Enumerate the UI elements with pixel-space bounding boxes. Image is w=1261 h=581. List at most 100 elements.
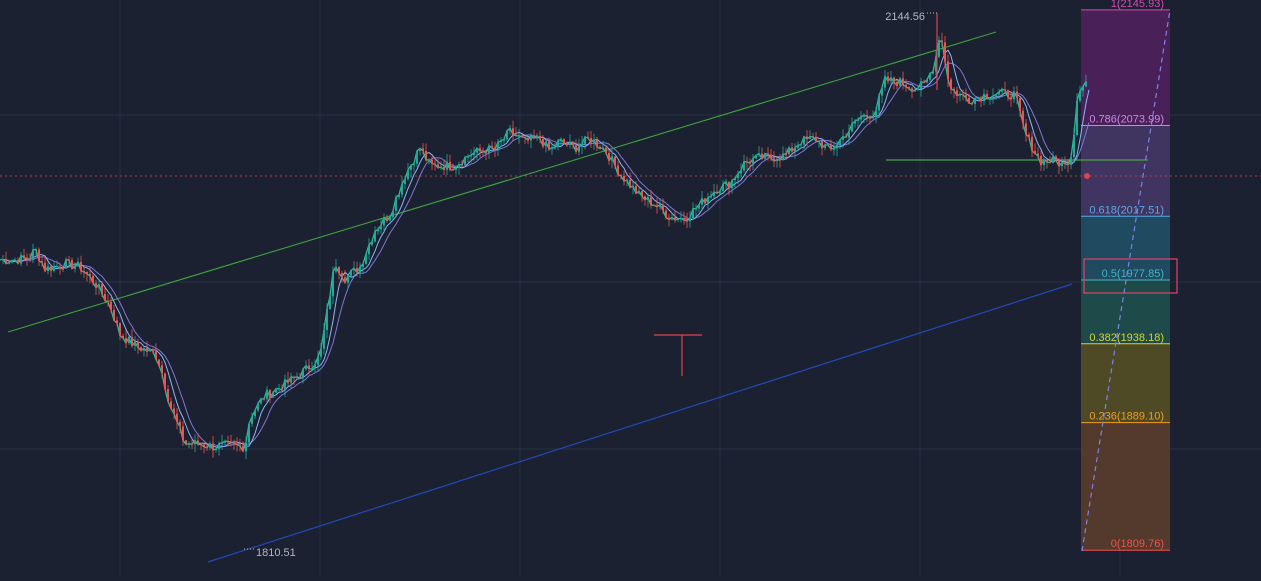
fib-trend-line[interactable] [1081, 9, 1171, 552]
candle-body [80, 262, 82, 271]
candle-body [260, 398, 262, 404]
candle-body [728, 181, 730, 189]
candle-body [674, 217, 676, 221]
fib-zone[interactable] [1081, 125, 1170, 217]
candle-body [716, 191, 718, 194]
candle-body [605, 147, 607, 153]
candle-body [443, 166, 445, 170]
candle-body [257, 403, 259, 411]
candle-body [497, 142, 499, 150]
candle-body [635, 185, 637, 194]
fib-zone[interactable] [1081, 280, 1170, 344]
candle-body [401, 183, 403, 195]
candle-body [554, 147, 556, 149]
candle-body [953, 88, 955, 91]
channel-lower-line[interactable] [207, 283, 1073, 563]
candle-body [119, 323, 121, 336]
candle-body [845, 136, 847, 138]
candle-body [875, 110, 877, 117]
fib-zone[interactable] [1081, 9, 1170, 126]
candle-body [887, 76, 889, 82]
candle-body [1052, 156, 1054, 163]
candle-body [170, 401, 172, 409]
candle-body [1079, 90, 1081, 101]
candle-body [368, 244, 370, 255]
candle-body [731, 180, 733, 189]
candle-body [230, 441, 232, 443]
candle-body [617, 165, 619, 175]
candle-body [809, 136, 811, 139]
candle-body [149, 349, 151, 352]
candle-body [128, 337, 130, 343]
candle-body [44, 262, 46, 272]
candle-body [1016, 91, 1018, 98]
candle-body [332, 271, 334, 297]
candle-body [23, 255, 25, 258]
candle-body [620, 174, 622, 176]
candle-body [263, 398, 265, 400]
candle-body [191, 443, 193, 445]
candle-body [995, 94, 997, 96]
candle-body [572, 142, 574, 145]
fib-retracement-zones[interactable] [1081, 9, 1170, 551]
candlesticks [2, 32, 1087, 460]
candle-body [647, 197, 649, 200]
candle-body [629, 180, 631, 188]
fib-level-label: 0.786(2073.99) [1089, 113, 1164, 125]
candle-body [152, 349, 154, 352]
fib-level-labels: 1(2145.93) 0.786(2073.99) 0.618(2017.51) 0.… [1089, 0, 1164, 550]
candle-body [203, 444, 205, 447]
candle-body [773, 158, 775, 162]
candle-body [26, 257, 28, 259]
candle-body [395, 197, 397, 211]
candle-body [800, 144, 802, 146]
candle-body [404, 179, 406, 184]
candle-body [1073, 134, 1075, 158]
candle-body [779, 159, 781, 161]
candle-body [947, 61, 949, 80]
candle-body [392, 210, 394, 218]
current-price-marker[interactable] [1084, 173, 1090, 179]
candle-body [512, 128, 514, 135]
candle-body [644, 196, 646, 200]
candle-body [14, 260, 16, 262]
fib-highlight-box[interactable] [1083, 258, 1178, 294]
candle-body [869, 116, 871, 119]
candle-body [143, 348, 145, 351]
candle-body [251, 416, 253, 424]
candle-body [122, 335, 124, 339]
candle-body [911, 88, 913, 92]
fib-level-label: 0.5(1977.85) [1102, 268, 1164, 280]
candle-body [140, 347, 142, 351]
candle-body [695, 208, 697, 210]
candle-body [323, 330, 325, 349]
candle-body [98, 284, 100, 288]
channel-upper-line[interactable] [7, 31, 997, 333]
fib-level-label: 0.618(2017.51) [1089, 204, 1164, 216]
candle-body [812, 136, 814, 138]
candle-body [245, 442, 247, 452]
candle-body [872, 116, 874, 119]
fib-zone[interactable] [1081, 343, 1170, 423]
candle-body [425, 150, 427, 161]
candle-body [776, 159, 778, 162]
candle-body [389, 217, 391, 221]
fib-zone[interactable] [1081, 422, 1170, 551]
candle-body [1076, 100, 1078, 135]
candle-body [584, 136, 586, 144]
candle-body [212, 443, 214, 451]
candle-body [566, 143, 568, 146]
candle-body [269, 390, 271, 398]
candle-body [866, 115, 868, 117]
candle-body [215, 449, 217, 451]
candle-body [914, 89, 916, 92]
candle-body [557, 141, 559, 148]
candle-body [659, 204, 661, 207]
candle-body [161, 365, 163, 374]
candle-body [653, 205, 655, 207]
candle-body [848, 131, 850, 138]
candle-body [347, 275, 349, 283]
fib-zone[interactable] [1081, 216, 1170, 281]
candle-body [515, 134, 517, 136]
